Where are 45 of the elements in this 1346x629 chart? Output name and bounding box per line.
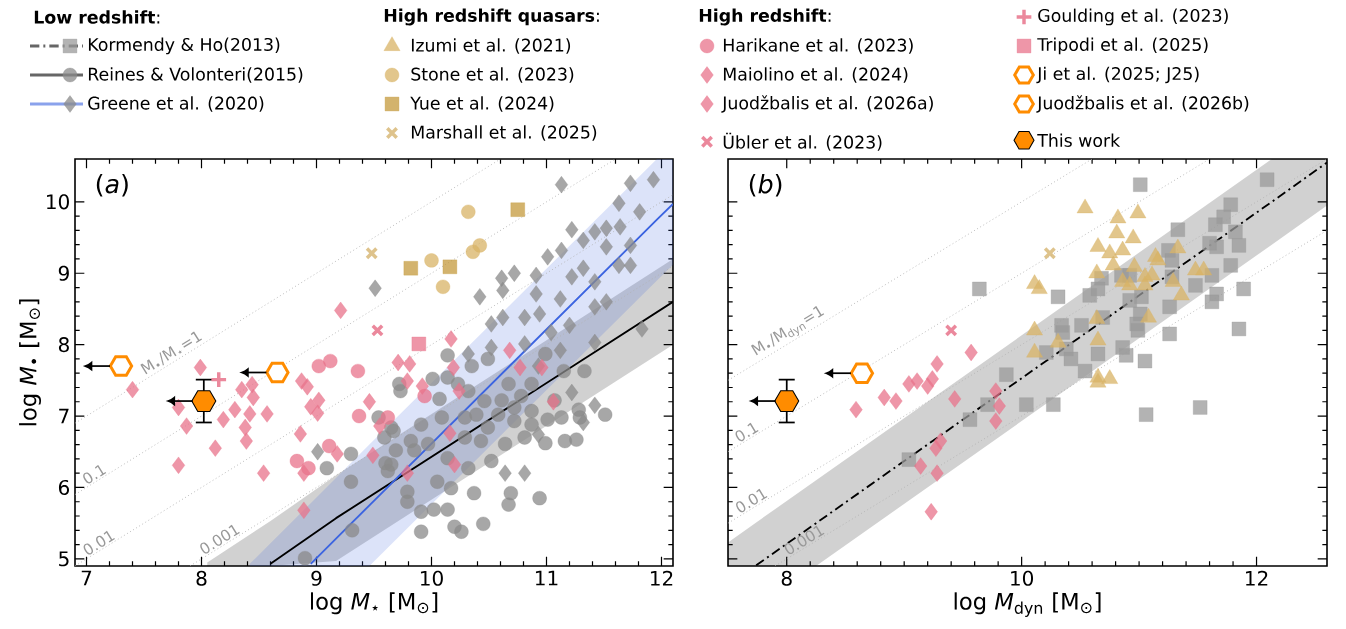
annotation: 0.01 <box>83 530 115 555</box>
legend-label: Juodžbalis et al. (2026b) <box>1036 95 1249 113</box>
legend-label: Tripodi et al. (2025) <box>1037 37 1208 55</box>
y-tick-label: 6 <box>58 479 70 496</box>
x-tick-label: 11 <box>535 570 558 586</box>
annotation: (b) <box>749 173 782 197</box>
x-axis-title: log M$_{⋆}$ [M$_{⊙}$] <box>310 592 438 615</box>
x-tick-label: 10 <box>420 570 443 586</box>
legend-label: Übler et al. (2023) <box>723 132 882 151</box>
legend-label: Stone et al. (2023) <box>411 67 574 83</box>
legend-label: Marshall et al. (2025) <box>411 125 597 141</box>
y-axis-title: log M$_{•}$ [M$_{⊙}$] <box>19 299 42 426</box>
legend-label: Yue et al. (2024) <box>410 96 554 112</box>
legend-label: This work <box>1037 133 1121 147</box>
legend-label: Reines & Volonteri(2015) <box>88 67 303 83</box>
y-tick-label: 7 <box>59 408 69 424</box>
legend-label: Harikane et al. (2023) <box>723 38 913 54</box>
legend-label: Izumi et al. (2021) <box>411 38 571 54</box>
annotation: 0.1 <box>83 464 107 484</box>
legend-label: Goulding et al. (2023) <box>1038 8 1228 26</box>
y-tick-label: 9 <box>58 265 69 281</box>
annotation: M$_{•}$/M$_{dyn}$=1 <box>750 306 825 356</box>
legend-label: Kormendy & Ho(2013) <box>88 37 280 55</box>
annotation: 0.1 <box>735 422 759 442</box>
y-tick-label: 8 <box>58 337 69 353</box>
y-tick-label: 10 <box>47 194 69 210</box>
x-tick-label: 12 <box>650 570 673 586</box>
text: Low redshift: <box>34 10 160 24</box>
x-tick-label: 7 <box>81 570 92 586</box>
y-tick-label: 5 <box>59 551 69 567</box>
x-tick-label: 9 <box>311 570 322 586</box>
text: High redshift: <box>699 8 831 26</box>
x-tick-label: 10 <box>1011 570 1034 586</box>
annotation: 0.01 <box>736 488 768 513</box>
annotation: (a) <box>96 173 128 197</box>
text: High redshift quasars: <box>384 8 599 26</box>
x-tick-label: 8 <box>196 570 207 586</box>
x-tick-label: 12 <box>1246 570 1268 586</box>
legend-label: Juodžbalis et al. (2026a) <box>721 95 933 113</box>
legend-label: Ji et al. (2025; J25) <box>1036 66 1199 84</box>
x-tick-label: 8 <box>781 570 792 586</box>
legend-label: Maiolino et al. (2024) <box>723 67 908 83</box>
x-axis-title: log M$_{dyn}$ [M$_{⊙}$] <box>954 592 1101 617</box>
legend-label: Greene et al. (2020) <box>88 96 264 112</box>
annotation: M$_{•}$/M$_{⋆}$=1 <box>140 331 203 375</box>
